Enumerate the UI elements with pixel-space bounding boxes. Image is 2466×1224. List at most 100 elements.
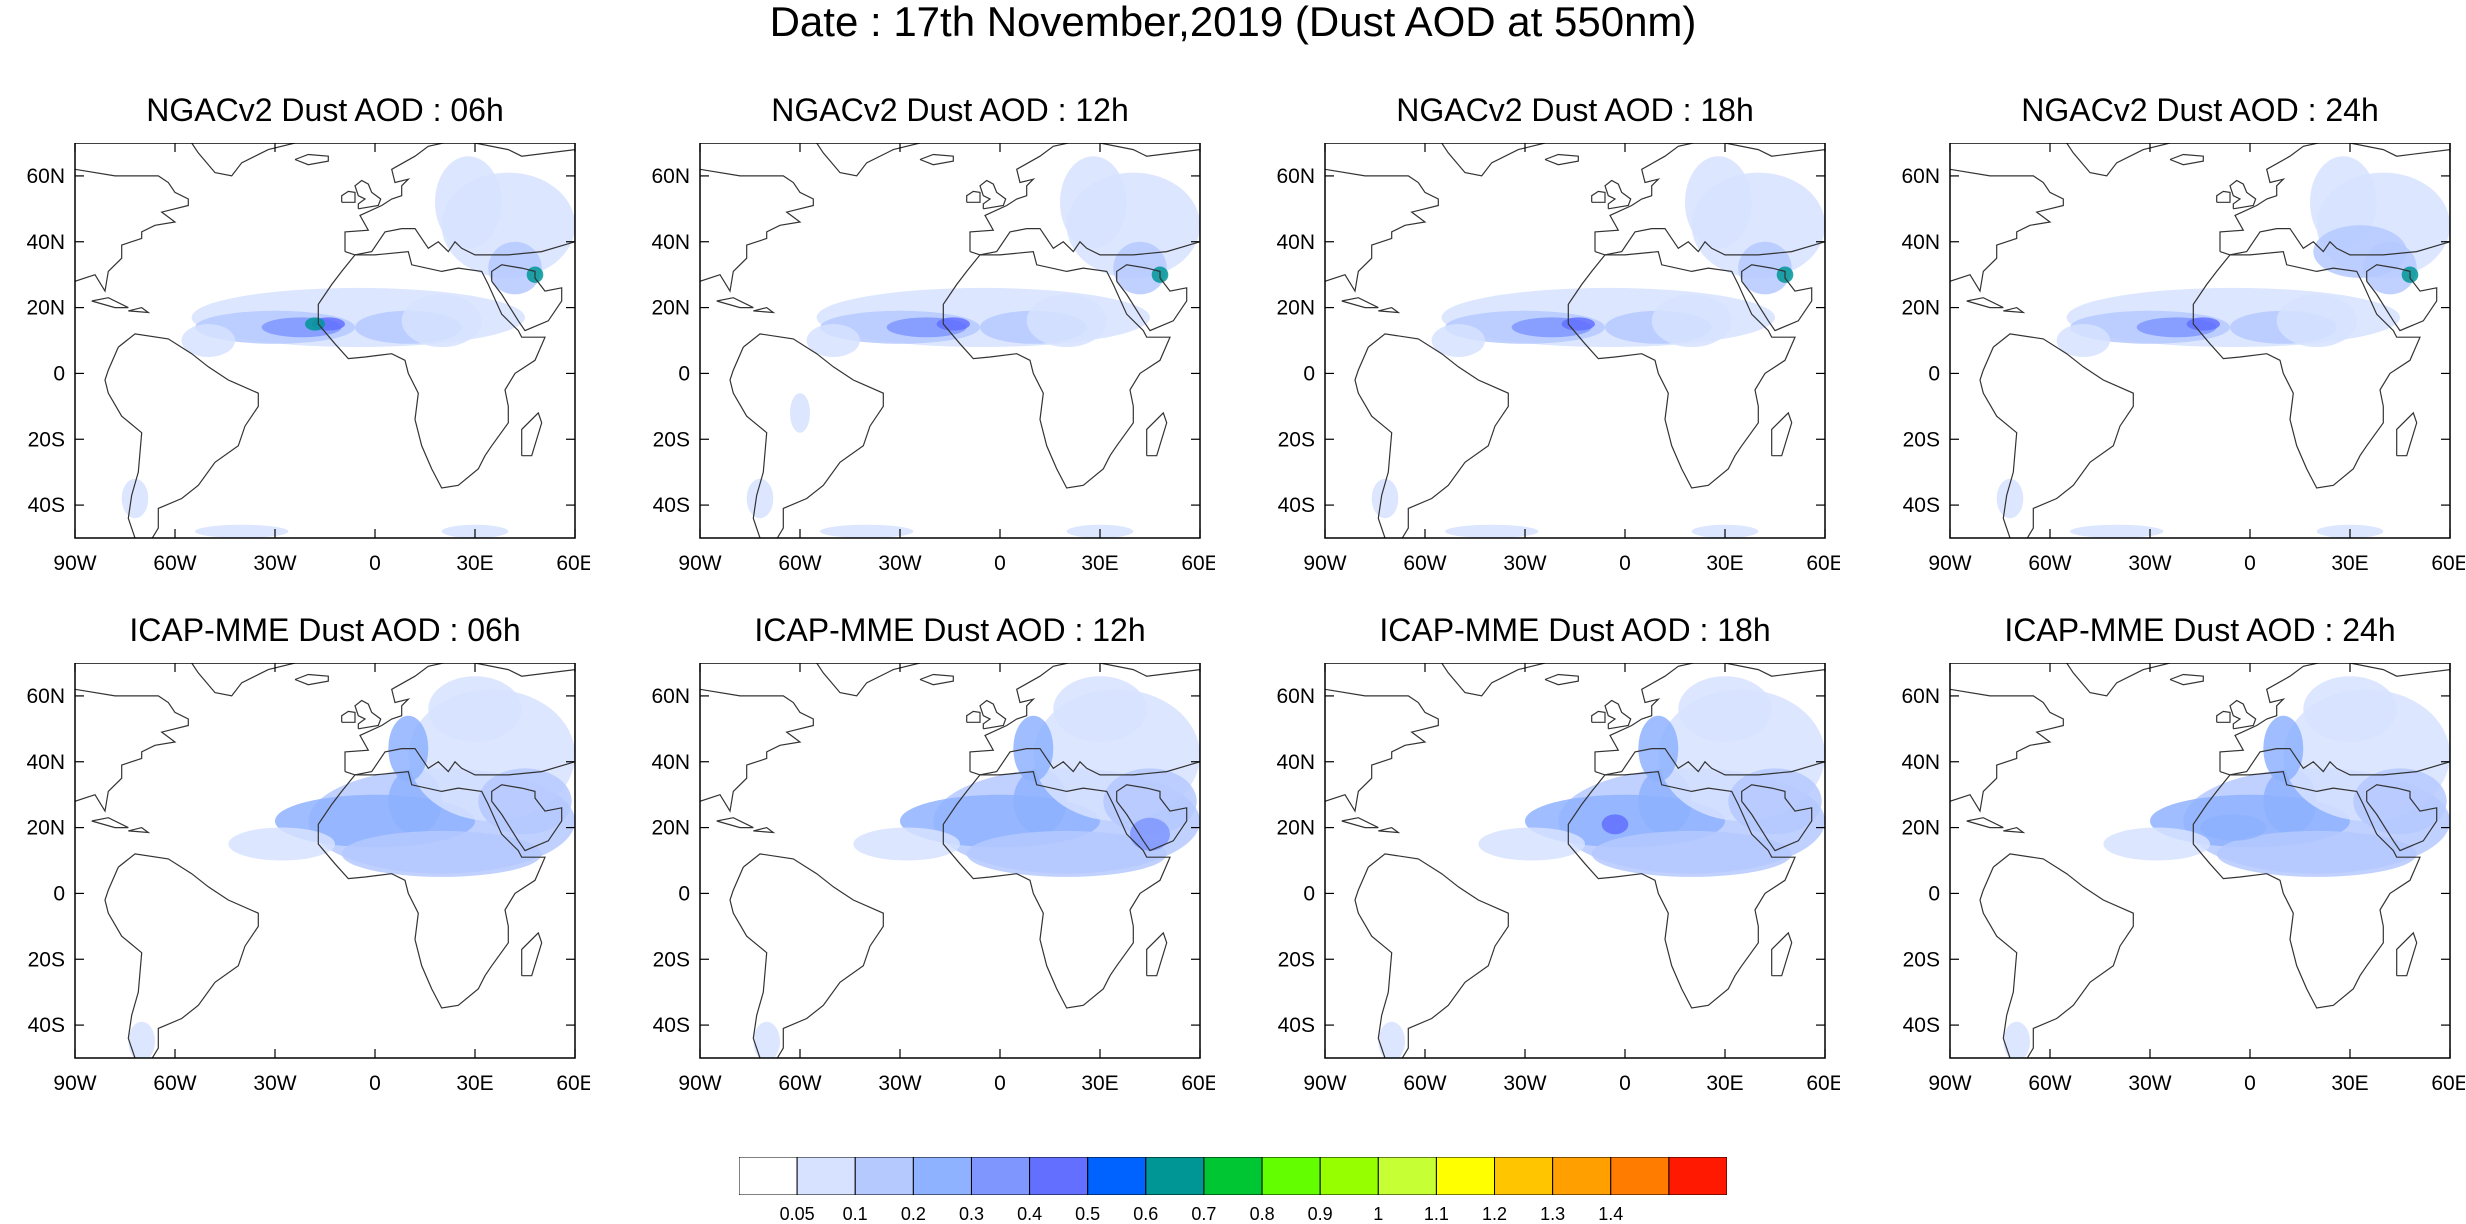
lon-tick-label: 30E xyxy=(2331,1072,2368,1095)
lat-tick-label: 0 xyxy=(53,362,65,385)
lat-tick-label: 0 xyxy=(1928,362,1940,385)
dust-aod-shading xyxy=(1053,676,1147,742)
lon-tick-label: 30W xyxy=(878,1072,921,1095)
coastline-south-america xyxy=(1979,853,2134,1058)
coastline-great-britain xyxy=(2229,699,2257,730)
dust-aod-shading xyxy=(2200,814,2267,841)
colorbar-label: 0.6 xyxy=(1133,1204,1159,1224)
coastline-hispaniola xyxy=(128,826,151,834)
lon-tick-label: 90W xyxy=(678,552,721,575)
dust-aod-shading xyxy=(2003,1021,2030,1058)
coastline-great-britain xyxy=(354,179,382,210)
dust-aod-shading xyxy=(341,830,542,877)
colorbar-swatch xyxy=(1319,1156,1379,1196)
lon-tick-label: 60E xyxy=(556,1072,590,1095)
coastline-ireland xyxy=(966,710,981,723)
lat-tick-label: 40S xyxy=(1903,1014,1940,1037)
lon-tick-label: 30E xyxy=(1081,1072,1118,1095)
panel-title: ICAP-MME Dust AOD : 18h xyxy=(1379,612,1771,648)
colorbar-swatch xyxy=(1377,1156,1437,1196)
coastline-ireland xyxy=(341,190,356,203)
colorbar-label: 0.7 xyxy=(1191,1204,1217,1224)
coastline-africa xyxy=(942,770,1171,1009)
dust-aod-shading xyxy=(2056,324,2110,357)
lat-tick-label: 40N xyxy=(1276,751,1315,774)
coastline-africa xyxy=(1567,250,1796,489)
lon-tick-label: 60E xyxy=(1806,1072,1840,1095)
lon-tick-label: 0 xyxy=(2244,552,2256,575)
panel-title: NGACv2 Dust AOD : 24h xyxy=(2021,92,2379,128)
dust-aod-shading xyxy=(2313,225,2407,278)
coastline-greenland xyxy=(1441,143,1546,177)
map-panel: 90W 60W 30W 0 30E 60E 60N 40N 20N 0 20S 40S xyxy=(1276,663,1840,1095)
colorbar-swatch xyxy=(1668,1156,1728,1196)
lat-tick-label: 60N xyxy=(1276,165,1315,188)
coastline-madagascar xyxy=(1146,931,1168,977)
lat-tick-label: 0 xyxy=(53,882,65,905)
lon-tick-label: 30E xyxy=(456,552,493,575)
coastline-iceland xyxy=(2169,153,2204,166)
coastline-greenland xyxy=(191,143,296,177)
coastline-arabia xyxy=(2366,784,2438,852)
lon-tick-label: 0 xyxy=(369,1072,381,1095)
lat-tick-label: 40S xyxy=(28,494,65,517)
dust-aod-shading xyxy=(1431,324,1485,357)
coastline-hispaniola xyxy=(1378,826,1401,834)
map-frame xyxy=(1949,663,2451,1059)
colorbar xyxy=(738,1156,1728,1196)
coastline-madagascar xyxy=(521,411,543,457)
lat-tick-label: 0 xyxy=(678,362,690,385)
coastline-europe xyxy=(344,663,575,776)
coastline-europe xyxy=(2219,143,2450,256)
coastline-cuba xyxy=(91,817,129,829)
lon-tick-label: 60W xyxy=(2028,552,2071,575)
dust-aod-shading xyxy=(1678,676,1772,742)
colorbar-label: 1.3 xyxy=(1540,1204,1566,1224)
coastline-north-america xyxy=(700,168,814,293)
dust-aod-shading xyxy=(228,827,335,861)
coastline-south-america xyxy=(729,333,884,538)
coastline-madagascar xyxy=(2396,411,2418,457)
coastline-greenland xyxy=(2066,663,2171,697)
colorbar-label: 0.4 xyxy=(1017,1204,1043,1224)
lon-tick-label: 30W xyxy=(878,552,921,575)
lon-tick-label: 0 xyxy=(1619,1072,1631,1095)
coastline-madagascar xyxy=(1771,411,1793,457)
dust-aod-shading xyxy=(305,317,325,331)
coastline-cuba xyxy=(91,297,129,309)
lat-tick-label: 20N xyxy=(651,297,690,320)
dust-aod-shading xyxy=(1130,817,1170,851)
dust-aod-shading xyxy=(753,1021,780,1058)
coastline-iceland xyxy=(1544,153,1579,166)
dust-aod-shading xyxy=(1478,827,1585,861)
lat-tick-label: 60N xyxy=(651,165,690,188)
coastline-hispaniola xyxy=(1378,306,1401,314)
dust-aod-shading xyxy=(1378,1021,1405,1058)
lon-tick-label: 60W xyxy=(153,552,196,575)
lat-tick-label: 20N xyxy=(1276,297,1315,320)
colorbar-swatch xyxy=(738,1156,798,1196)
lat-tick-label: 20S xyxy=(1903,428,1940,451)
coastline-hispaniola xyxy=(2003,826,2026,834)
lon-tick-label: 90W xyxy=(1928,1072,1971,1095)
colorbar-swatch xyxy=(1029,1156,1089,1196)
dust-aod-shading xyxy=(1651,294,1732,348)
lat-tick-label: 20S xyxy=(28,428,65,451)
lon-tick-label: 30W xyxy=(2128,1072,2171,1095)
colorbar-label: 0.8 xyxy=(1249,1204,1275,1224)
coastline-ireland xyxy=(2216,710,2231,723)
lon-tick-label: 30E xyxy=(2331,552,2368,575)
dust-aod-shading xyxy=(746,478,774,519)
lon-tick-label: 90W xyxy=(1928,552,1971,575)
coastline-cuba xyxy=(716,817,754,829)
lat-tick-label: 20S xyxy=(28,948,65,971)
coastline-hispaniola xyxy=(128,306,151,314)
coastline-great-britain xyxy=(979,179,1007,210)
lon-tick-label: 90W xyxy=(678,1072,721,1095)
colorbar-label: 0.5 xyxy=(1075,1204,1101,1224)
colorbar-swatch xyxy=(1145,1156,1205,1196)
coastline-north-america xyxy=(1950,688,2064,813)
colorbar-swatch xyxy=(854,1156,914,1196)
coastline-cuba xyxy=(716,297,754,309)
lat-tick-label: 0 xyxy=(1303,362,1315,385)
